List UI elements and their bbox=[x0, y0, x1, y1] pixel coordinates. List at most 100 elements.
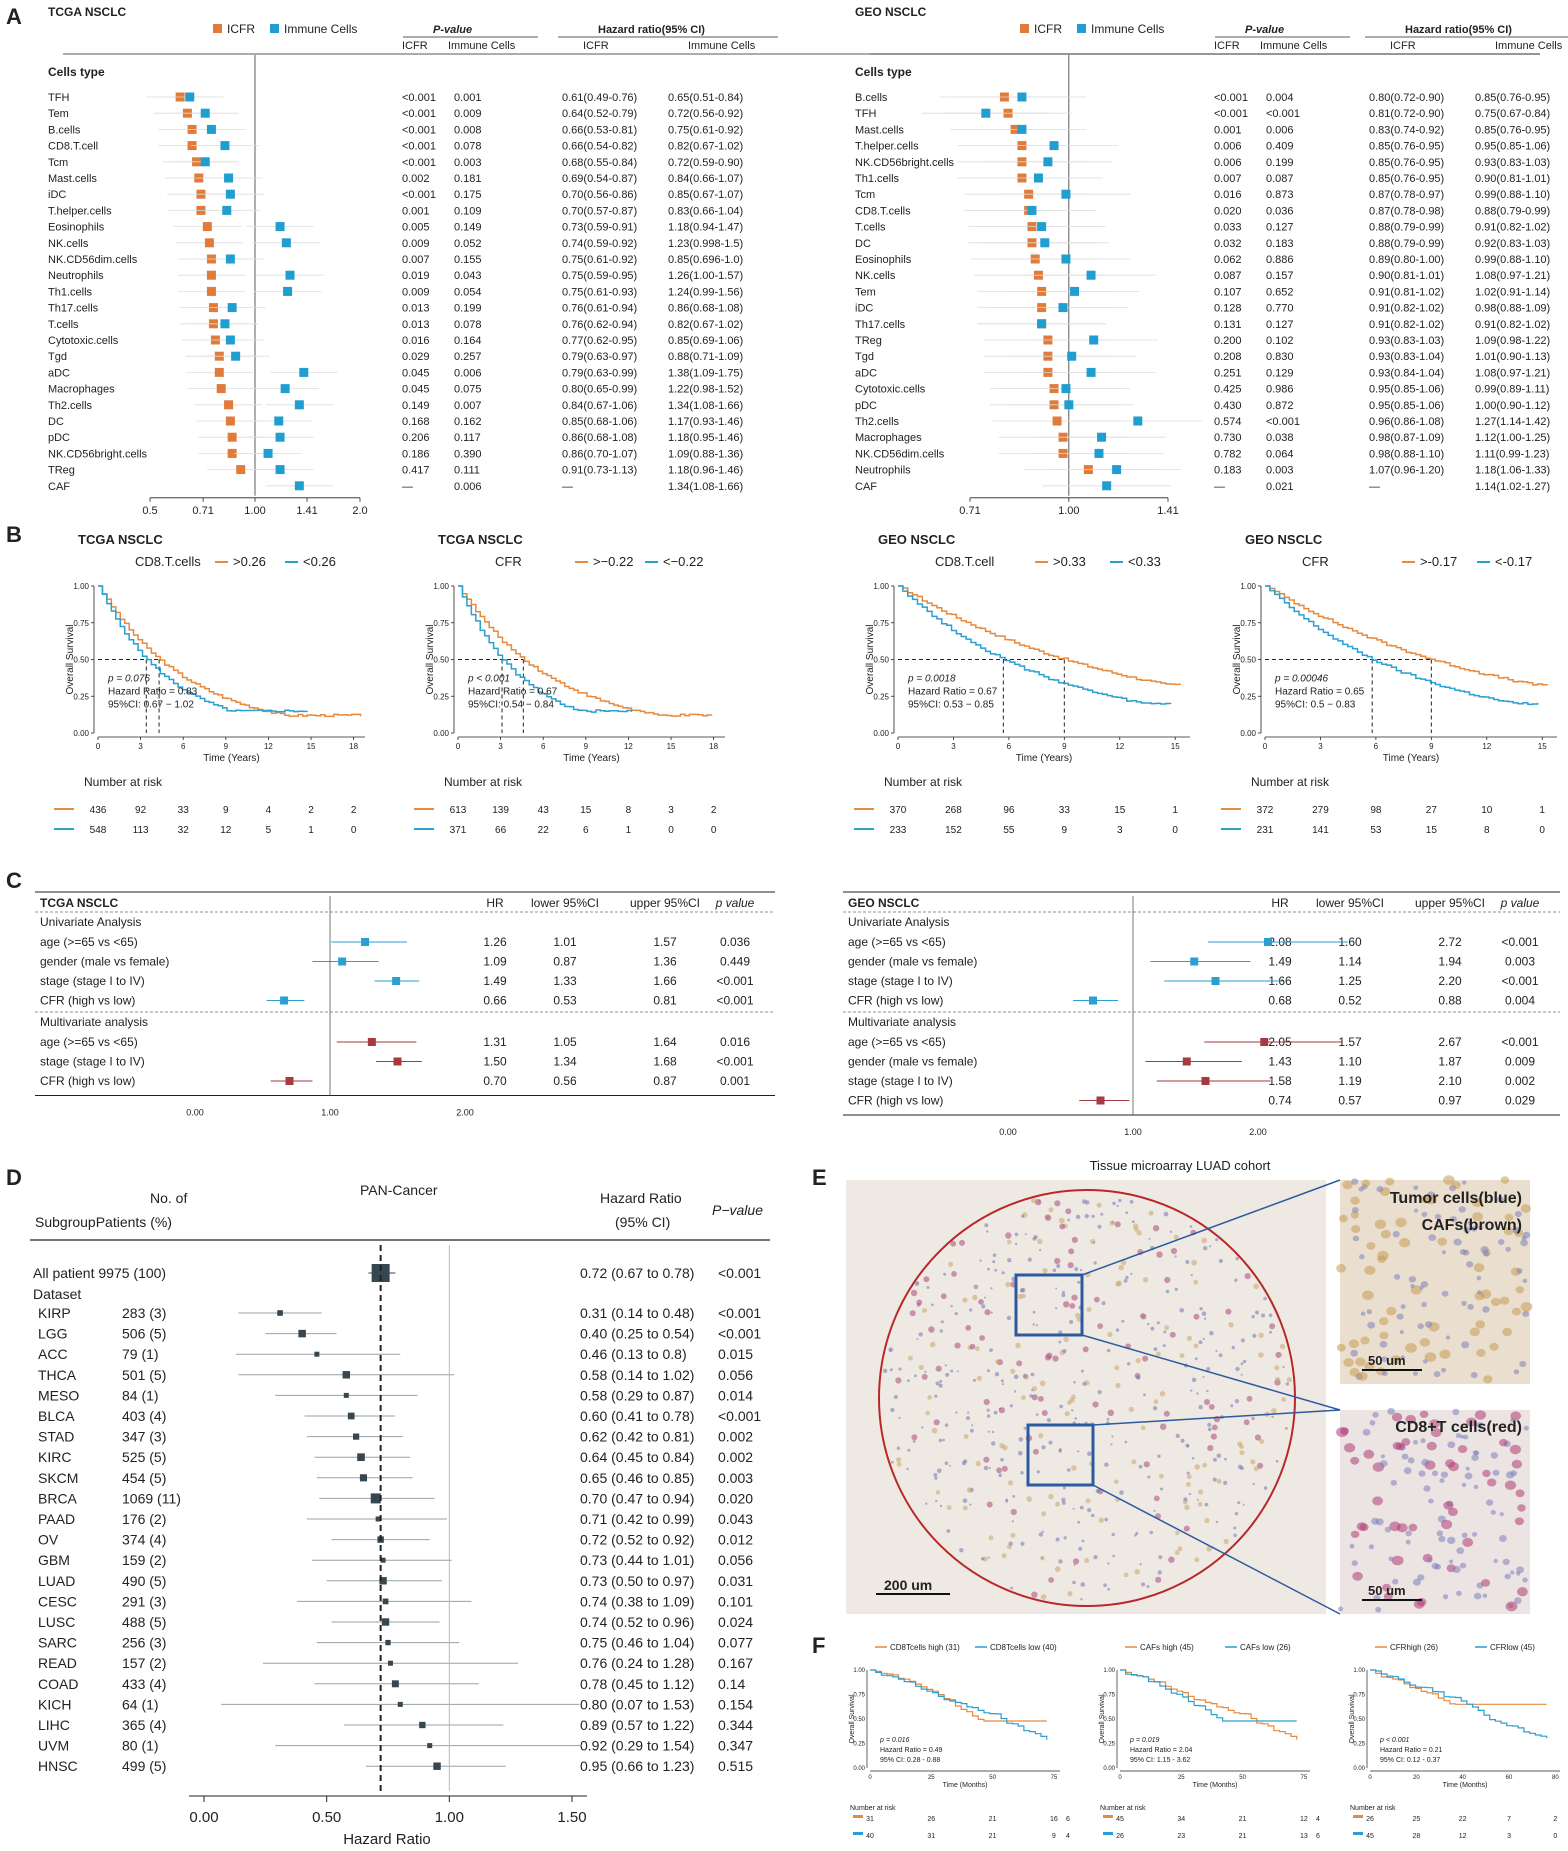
f-x-tick-label: 75 bbox=[1301, 1775, 1308, 1781]
zoom-cell bbox=[1426, 1441, 1437, 1451]
risk-high-count: 2 bbox=[351, 805, 357, 816]
table-value: 2.67 bbox=[1438, 1035, 1462, 1049]
risk-low-count: 6 bbox=[583, 825, 589, 836]
tissue-cell bbox=[914, 1374, 917, 1378]
km-curve-high bbox=[458, 585, 713, 717]
pvalue-icfr: 0.128 bbox=[1214, 303, 1242, 315]
tissue-cell bbox=[1001, 1383, 1005, 1386]
tissue-cell bbox=[1082, 1346, 1089, 1353]
pvalue-immune: 0.006 bbox=[454, 481, 482, 493]
pan-marker bbox=[433, 1762, 441, 1770]
zoom-cell bbox=[1344, 1443, 1356, 1453]
tissue-cell bbox=[1037, 1238, 1043, 1245]
km-title: TCGA NSCLC bbox=[78, 532, 163, 547]
hr-icfr: 0.76(0.62-0.94) bbox=[562, 319, 637, 331]
f-y-tick-label: 0.50 bbox=[1103, 1717, 1115, 1723]
km-y-tick-label: 0.50 bbox=[433, 656, 449, 665]
zoom-cell bbox=[1520, 1239, 1528, 1247]
pvalue-immune: 0.117 bbox=[454, 432, 481, 444]
zoom-cell bbox=[1350, 1456, 1360, 1465]
tissue-cell bbox=[1072, 1507, 1075, 1510]
pvalue-immune: 0.390 bbox=[454, 448, 482, 460]
f-y-tick-label: 0.25 bbox=[1103, 1742, 1115, 1748]
tissue-cell bbox=[984, 1309, 991, 1316]
pvalue-immune: 0.075 bbox=[454, 384, 482, 396]
tissue-cell bbox=[966, 1487, 973, 1493]
tissue-cell bbox=[1063, 1336, 1069, 1343]
risk-high-count: 15 bbox=[580, 805, 592, 816]
f-risk-high: 31 bbox=[866, 1816, 874, 1823]
zoom-cell bbox=[1336, 1427, 1349, 1438]
pan-patients: 1069 (11) bbox=[122, 1490, 181, 1506]
zoom-cell bbox=[1441, 1519, 1453, 1530]
tissue-cell bbox=[1155, 1576, 1162, 1583]
pvalue-immune: 0.770 bbox=[1266, 303, 1294, 315]
tissue-cell bbox=[1103, 1583, 1107, 1587]
f-risk-low: 3 bbox=[1507, 1833, 1511, 1840]
zoom-cell bbox=[1456, 1590, 1462, 1596]
pvalue-immune: 0.164 bbox=[454, 335, 482, 347]
pvalue-icfr: 0.019 bbox=[402, 270, 430, 282]
pvalue-icfr: 0.006 bbox=[1214, 157, 1242, 169]
pan-header-no: No. of bbox=[150, 1190, 187, 1206]
marker-icfr bbox=[1052, 416, 1062, 426]
pvalue-immune: 0.111 bbox=[454, 465, 480, 477]
pvalue-immune: 0.102 bbox=[1266, 335, 1294, 347]
cell-type-name: Tcm bbox=[855, 189, 875, 201]
pan-marker bbox=[359, 1474, 368, 1482]
tissue-cell bbox=[1035, 1324, 1038, 1327]
f-risk-high: 25 bbox=[1412, 1816, 1420, 1823]
tissue-cell bbox=[889, 1368, 893, 1372]
pan-p: <0.001 bbox=[718, 1305, 761, 1321]
tissue-cell bbox=[1052, 1268, 1057, 1273]
zoom-cell bbox=[1445, 1335, 1451, 1340]
tissue-cell bbox=[1156, 1251, 1163, 1258]
pan-cancer-name: SKCM bbox=[38, 1470, 78, 1486]
tissue-cell bbox=[1078, 1546, 1083, 1551]
pan-marker bbox=[397, 1701, 403, 1707]
tissue-cell bbox=[1067, 1400, 1072, 1405]
tissue-cell bbox=[1157, 1570, 1162, 1575]
tissue-cell bbox=[1081, 1539, 1085, 1543]
x-tick-label: 0.71 bbox=[959, 505, 980, 517]
tissue-cell bbox=[1048, 1577, 1054, 1583]
f-risk-high: 12 bbox=[1300, 1816, 1308, 1823]
variable-name: CFR (high vs low) bbox=[40, 994, 135, 1008]
zoom-cell bbox=[1466, 1417, 1477, 1427]
tissue-cell bbox=[938, 1438, 943, 1443]
hr-immune: 1.26(1.00-1.57) bbox=[668, 270, 743, 282]
tissue-cell bbox=[890, 1407, 895, 1413]
km-y-tick-label: 1.00 bbox=[433, 582, 449, 591]
zoom-cell bbox=[1441, 1367, 1446, 1373]
pvalue-icfr: 0.005 bbox=[402, 222, 430, 234]
hr-marker bbox=[361, 938, 370, 946]
tissue-cell bbox=[1202, 1337, 1205, 1340]
table-value: <0.001 bbox=[716, 974, 753, 988]
pvalue-immune: 0.021 bbox=[1266, 481, 1294, 493]
tissue-cell bbox=[1032, 1323, 1035, 1326]
hr-immune: 0.72(0.59-0.90) bbox=[668, 157, 743, 169]
hr-immune: 0.82(0.67-1.02) bbox=[668, 141, 743, 153]
pan-all-p: <0.001 bbox=[718, 1265, 761, 1281]
tissue-cell bbox=[1116, 1204, 1119, 1208]
tissue-cell bbox=[1123, 1279, 1128, 1283]
zoom-cell bbox=[1505, 1601, 1518, 1612]
tissue-cell bbox=[1207, 1422, 1212, 1427]
tissue-cell bbox=[1038, 1396, 1044, 1402]
tissue-cell bbox=[1185, 1260, 1190, 1264]
zoom-cell bbox=[1388, 1556, 1394, 1562]
tissue-cell bbox=[1020, 1471, 1024, 1475]
tissue-cell bbox=[1121, 1260, 1127, 1266]
tissue-cell bbox=[1269, 1323, 1276, 1330]
km-y-tick-label: 0.50 bbox=[1240, 656, 1256, 665]
km-median-lines bbox=[1265, 659, 1432, 733]
km-legend-low: <−0.22 bbox=[663, 554, 704, 569]
tissue-cell bbox=[916, 1338, 919, 1341]
tissue-cell bbox=[998, 1407, 1006, 1414]
hr-icfr: 0.91(0.82-1.02) bbox=[1369, 319, 1444, 331]
tissue-cell bbox=[1218, 1258, 1223, 1264]
tissue-cell bbox=[1065, 1208, 1072, 1215]
tissue-cell bbox=[956, 1370, 959, 1373]
risk-high-count: 98 bbox=[1370, 805, 1382, 816]
hr-sub-immune: Immune Cells bbox=[1495, 40, 1563, 52]
